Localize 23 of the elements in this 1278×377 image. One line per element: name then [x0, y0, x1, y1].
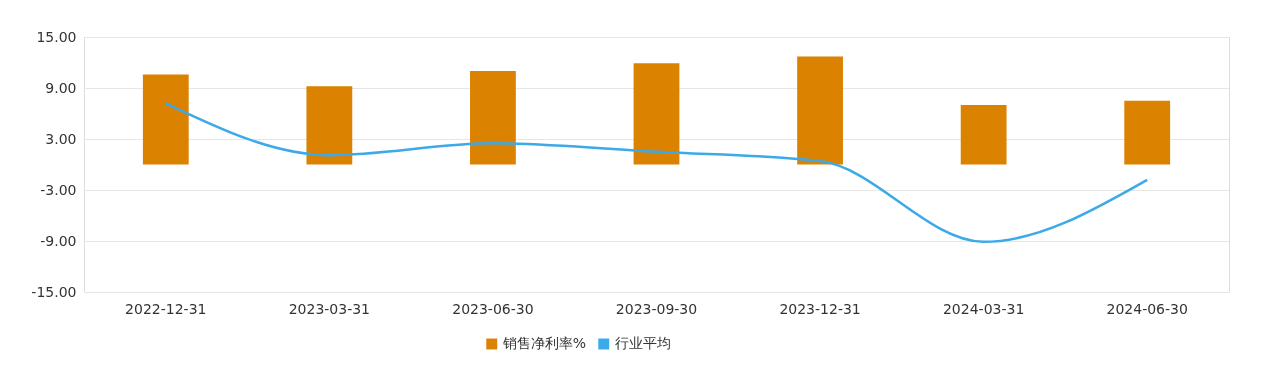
- y-tick-label: 9.00: [45, 79, 77, 96]
- y-tick-label: 3.00: [45, 130, 77, 147]
- x-tick-label: 2023-09-30: [615, 300, 698, 317]
- y-tick-label: -9.00: [40, 232, 77, 249]
- bar: [306, 86, 353, 165]
- legend-label: 销售净利率%: [501, 335, 587, 351]
- x-tick-label: 2024-06-30: [1106, 300, 1188, 317]
- y-tick-label: -15.00: [31, 283, 77, 300]
- bar: [633, 63, 680, 165]
- x-tick-label: 2022-12-31: [125, 300, 207, 317]
- line-series: [164, 102, 1149, 244]
- bar: [797, 56, 843, 165]
- bar: [470, 71, 516, 165]
- x-tick-label: 2023-06-30: [452, 300, 534, 317]
- x-tick-label: 2023-03-31: [288, 300, 371, 317]
- legend-label: 行业平均: [614, 335, 671, 351]
- bar: [960, 105, 1007, 165]
- bar: [1124, 100, 1171, 165]
- x-tick-label: 2024-03-31: [942, 300, 1025, 317]
- bar: [142, 74, 189, 165]
- x-tick-label: 2023-12-31: [779, 300, 861, 317]
- y-tick-label: 15.00: [36, 28, 77, 45]
- y-tick-label: -3.00: [40, 181, 77, 198]
